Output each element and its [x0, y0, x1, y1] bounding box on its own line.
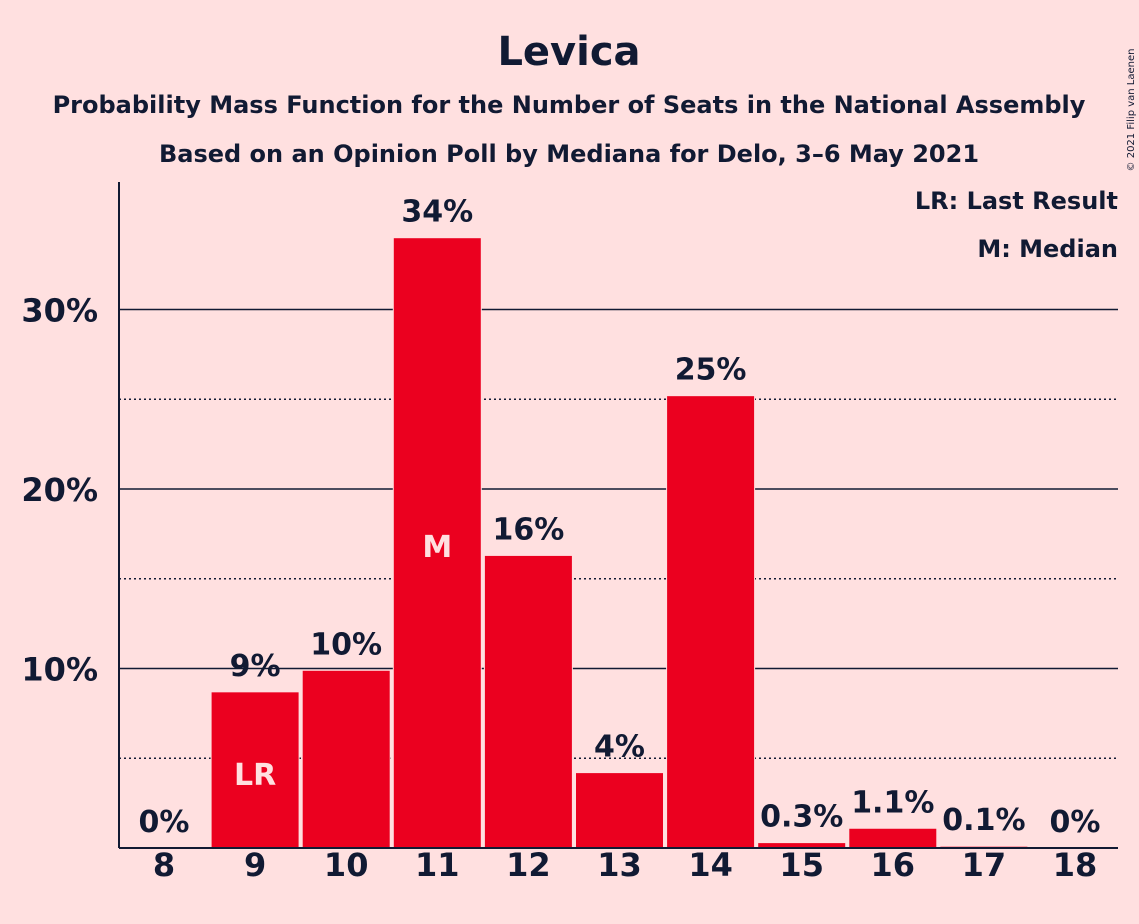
y-tick-label: 20%	[21, 471, 98, 509]
data-label: 0%	[1050, 805, 1101, 840]
chart-title: Levica	[497, 29, 640, 75]
x-tick-label: 14	[688, 846, 733, 884]
x-tick-label: 12	[506, 846, 551, 884]
x-axis: 8 9 10 11 12 13 14 15 16 17 18	[119, 846, 1118, 884]
in-bar-label: LR	[234, 758, 276, 793]
data-label: 25%	[675, 353, 747, 388]
data-label: 16%	[492, 512, 564, 547]
x-tick-label: 9	[244, 846, 266, 884]
copyright-note: © 2021 Filip van Laenen	[1126, 49, 1137, 172]
x-tick-label: 15	[779, 846, 824, 884]
data-label: 9%	[230, 649, 281, 684]
data-label: 34%	[401, 195, 473, 230]
bar	[575, 772, 664, 849]
in-bar-label: M	[422, 530, 452, 565]
x-tick-label: 8	[153, 846, 175, 884]
bar	[392, 237, 482, 849]
data-label: 0%	[139, 805, 190, 840]
bar	[483, 554, 573, 849]
data-label: 4%	[594, 730, 645, 765]
x-tick-label: 13	[597, 846, 642, 884]
x-tick-label: 11	[415, 846, 460, 884]
x-tick-label: 17	[962, 846, 1007, 884]
data-label: 0.1%	[942, 803, 1025, 838]
chart-subtitle: Probability Mass Function for the Number…	[53, 91, 1086, 119]
y-tick-label: 30%	[21, 292, 98, 330]
legend-last-result: LR: Last Result	[915, 187, 1118, 215]
data-label: 10%	[310, 627, 382, 662]
grid-lines	[119, 308, 1118, 759]
bar	[210, 691, 300, 849]
x-tick-label: 10	[324, 846, 369, 884]
data-labels: 0% 9% LR 10% 34% M 16% 4% 25% 0.3% 1.1%0.1% 0%	[139, 195, 1101, 840]
y-axis: 10% 20% 30%	[21, 182, 120, 848]
data-label: 0.3%	[760, 800, 843, 835]
legend-median: M: Median	[977, 235, 1118, 263]
data-label: 1.1%	[851, 785, 934, 820]
bar	[666, 395, 756, 849]
bar	[301, 669, 391, 849]
x-tick-label: 16	[871, 846, 916, 884]
y-tick-label: 10%	[21, 651, 98, 689]
x-tick-label: 18	[1053, 846, 1098, 884]
bars	[210, 237, 1029, 849]
chart-subtitle-2: Based on an Opinion Poll by Mediana for …	[159, 140, 979, 168]
